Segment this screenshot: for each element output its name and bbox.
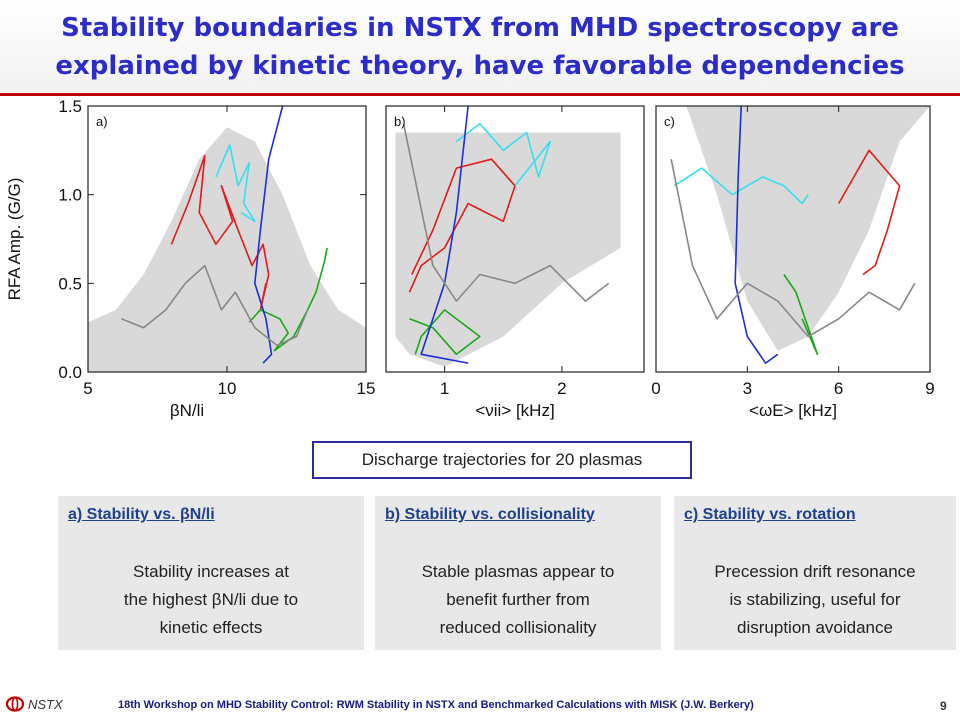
nstx-logo-text: NSTX <box>28 696 63 712</box>
x-tick-label: 1 <box>440 379 449 398</box>
trajectory-line <box>409 309 481 356</box>
x-tick-label: 10 <box>218 379 237 398</box>
trajectory-line <box>838 149 901 276</box>
stable-region <box>656 106 930 351</box>
trajectory-line <box>402 123 610 302</box>
trajectory-line <box>670 159 916 338</box>
panel-stability-vs-rotation: c) Stability vs. rotation Precession dri… <box>674 496 956 650</box>
x-tick-label: 6 <box>834 379 843 398</box>
trajectory-line <box>734 105 779 364</box>
y-tick-label: 1.0 <box>58 186 82 205</box>
panel-body-line: is stabilizing, useful for <box>729 590 901 609</box>
trajectory-line <box>420 105 469 364</box>
panel-body: Precession drift resonance is stabilizin… <box>674 558 956 642</box>
stable-region <box>395 132 621 367</box>
x-tick-label: 0 <box>651 379 660 398</box>
page-number: 9 <box>940 699 947 713</box>
trajectories-note: Discharge trajectories for 20 plasmas <box>312 441 692 479</box>
trajectory-line <box>673 167 809 205</box>
panel-body: Stable plasmas appear to benefit further… <box>375 558 661 642</box>
panel-body-line: disruption avoidance <box>737 618 893 637</box>
x-tick-label: 5 <box>83 379 92 398</box>
x-axis-label: <νii> [kHz] <box>475 401 554 420</box>
stability-figure: RFA Amp. (G/G)a)5 10 150.00.51.01.5βN/lib)… <box>5 98 935 420</box>
panel-body-line: Precession drift resonance <box>714 562 916 581</box>
plot-frame <box>385 105 645 373</box>
panel-body-line: kinetic effects <box>159 618 263 637</box>
footer-bar <box>0 690 960 720</box>
chart-panel-1: a) 5 10 15 0.0 0.5 1.0 1.5 βN/li <box>58 98 375 420</box>
panel-body-line: the highest βN/li due to <box>123 590 299 609</box>
chart-panel-3: c) 0 3 6 9 <ωE> [kHz] <box>651 105 935 420</box>
y-tick-label: 1.5 <box>58 98 82 116</box>
nstx-logo: NSTX <box>5 696 63 712</box>
chart-panel-2: b) 1 2<νii> [kHz] <box>385 105 645 420</box>
panel-heading: a) Stability vs. βN/li <box>68 506 215 523</box>
trajectory-line <box>215 144 256 223</box>
stable-region <box>88 127 366 372</box>
panel-body-line: Stable plasmas appear to <box>421 562 615 581</box>
y-tick-label: 0.5 <box>58 274 82 293</box>
panel-body-line: benefit further from <box>446 590 590 609</box>
panel-body-line: reduced collisionality <box>439 618 597 637</box>
title-line-1: Stability boundaries in NSTX from MHD sp… <box>61 12 899 43</box>
trajectory-line <box>121 264 309 347</box>
nstx-logo-icon <box>5 696 25 712</box>
trajectory-line <box>248 247 328 352</box>
x-axis-label: βN/li <box>170 401 204 420</box>
title-line-2: explained by kinetic theory, have favora… <box>55 50 905 81</box>
x-tick-label: 3 <box>743 379 752 398</box>
panel-label: a) <box>96 114 108 129</box>
panel-body: Stability increases at the highest βN/li… <box>58 558 364 642</box>
slide-title: Stability boundaries in NSTX from MHD sp… <box>0 0 960 96</box>
trajectory-line <box>455 122 552 187</box>
panel-heading: c) Stability vs. rotation <box>684 506 856 523</box>
panel-heading: b) Stability vs. collisionality <box>385 506 595 523</box>
trajectory-line <box>783 274 819 356</box>
panel-stability-vs-beta: a) Stability vs. βN/li Stability increas… <box>58 496 364 650</box>
panel-label: c) <box>664 114 675 129</box>
x-tick-label: 2 <box>557 379 566 398</box>
x-tick-label: 9 <box>925 379 934 398</box>
x-tick-label: 15 <box>357 379 376 398</box>
panel-label: b) <box>394 114 406 129</box>
y-tick-label: 0.0 <box>58 363 82 382</box>
footer-text: 18th Workshop on MHD Stability Control: … <box>118 699 754 711</box>
panel-body-line: Stability increases at <box>133 562 289 581</box>
trajectory-line <box>170 154 270 311</box>
trajectory-line <box>254 105 284 364</box>
y-axis-label: RFA Amp. (G/G) <box>5 178 24 301</box>
trajectory-line <box>408 158 516 293</box>
panel-stability-vs-collisionality: b) Stability vs. collisionality Stable p… <box>375 496 661 650</box>
x-axis-label: <ωE> [kHz] <box>749 401 837 420</box>
plot-frame <box>655 105 931 373</box>
